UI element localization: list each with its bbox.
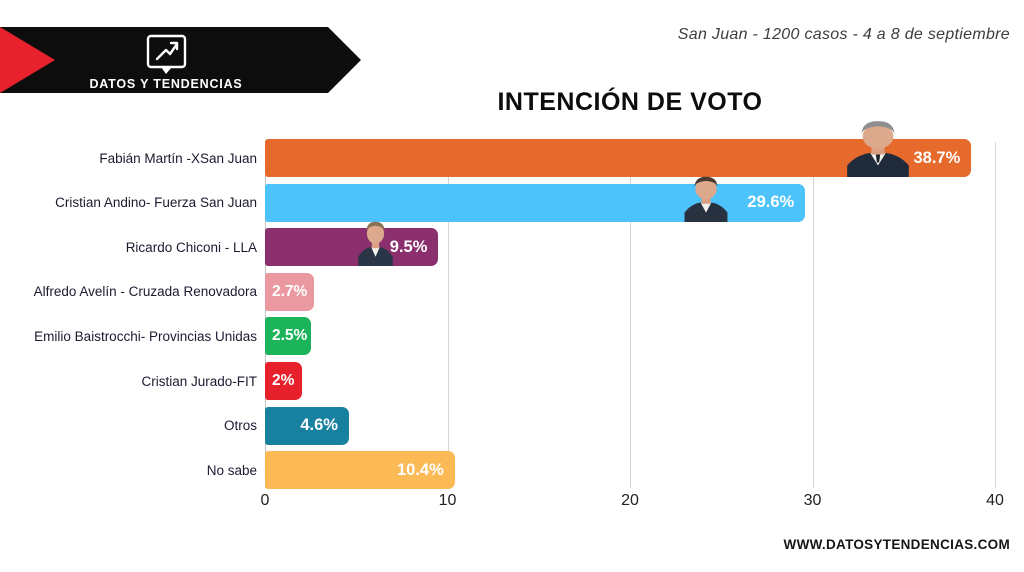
category-label: Fabián Martín -XSan Juan — [99, 150, 257, 166]
candidate-photo-fabian-martin — [845, 119, 911, 177]
logo-black-pennant — [0, 27, 361, 93]
value-label: 38.7% — [913, 148, 961, 167]
bar: 4.6% — [265, 406, 349, 445]
value-label: 2.5% — [272, 327, 308, 345]
category-label: Cristian Jurado-FIT — [141, 373, 257, 389]
value-label: 9.5% — [389, 237, 428, 256]
x-axis-tick-20: 20 — [621, 492, 639, 509]
bar: 2% — [265, 362, 302, 400]
value-label: 4.6% — [300, 416, 338, 435]
bar: 2.7% — [265, 272, 315, 311]
value-label: 2% — [272, 372, 295, 389]
x-axis: 0 10 20 30 40 — [0, 492, 1024, 514]
value-label: 10.4% — [397, 460, 444, 479]
category-label: Otros — [223, 418, 257, 434]
gridline-x-40 — [995, 142, 996, 488]
candidate-photo-cristian-andino — [683, 175, 729, 222]
x-axis-tick-10: 10 — [438, 492, 457, 509]
category-label: No sabe — [206, 462, 257, 478]
trend-chart-icon — [146, 34, 187, 74]
category-label: Alfredo Avelín - Cruzada Renovadora — [33, 284, 257, 300]
x-axis-tick-0: 0 — [260, 492, 270, 509]
logo-red-chevron-icon — [0, 27, 55, 93]
value-label: 29.6% — [747, 193, 795, 212]
x-axis-tick-40: 40 — [986, 492, 1004, 509]
x-axis-tick-30: 30 — [803, 492, 822, 509]
logo-text: DATOS Y TENDENCIAS — [89, 77, 243, 91]
logo-banner: DATOS Y TENDENCIAS — [0, 27, 362, 93]
footer-url: WWW.DATOSYTENDENCIAS.COM — [783, 537, 1010, 552]
bar: 9.5% — [265, 228, 439, 267]
logo-banner-shape — [0, 27, 361, 93]
survey-subtitle: San Juan - 1200 casos - 4 a 8 de septiem… — [677, 26, 1010, 43]
candidate-photo-ricardo-chiconi — [357, 220, 394, 267]
gridline-x-20 — [630, 142, 631, 488]
value-label: 2.7% — [272, 282, 308, 300]
gridline-x-0 — [265, 142, 266, 488]
category-label: Emilio Baistrocchi- Provincias Unidas — [34, 328, 257, 344]
plot-area: 38.7% 29.6% 9.5% 2.7% 2.5% 2% 4.6% 10.4% — [265, 121, 997, 490]
chart-title: INTENCIÓN DE VOTO — [497, 88, 763, 116]
category-labels-column: Fabián Martín -XSan Juan Cristian Andino-… — [0, 139, 257, 491]
gridline-x-10 — [447, 142, 449, 488]
bar: 10.4% — [265, 451, 455, 490]
bar: 2.5% — [265, 317, 311, 356]
category-label: Ricardo Chiconi - LLA — [125, 239, 257, 255]
category-label: Cristian Andino- Fuerza San Juan — [55, 195, 257, 211]
gridline-x-30 — [812, 142, 814, 488]
